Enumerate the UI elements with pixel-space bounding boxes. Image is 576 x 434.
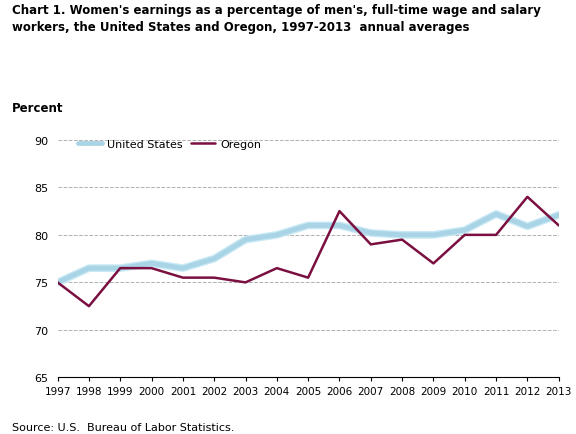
Legend: United States, Oregon: United States, Oregon — [73, 135, 266, 154]
Oregon — [399, 237, 406, 243]
United States — [305, 223, 312, 228]
Oregon — [524, 195, 531, 200]
United States — [367, 231, 374, 236]
Text: Source: U.S.  Bureau of Labor Statistics.: Source: U.S. Bureau of Labor Statistics. — [12, 422, 234, 432]
Oregon — [274, 266, 281, 271]
United States — [274, 233, 281, 238]
United States — [211, 256, 218, 262]
Oregon — [117, 266, 124, 271]
United States — [555, 213, 562, 218]
Oregon — [492, 233, 499, 238]
Oregon — [305, 276, 312, 281]
Oregon — [54, 280, 61, 285]
United States — [430, 233, 437, 238]
Oregon — [336, 209, 343, 214]
Text: Percent: Percent — [12, 102, 63, 115]
United States — [399, 233, 406, 238]
Text: Chart 1. Women's earnings as a percentage of men's, full-time wage and salary
wo: Chart 1. Women's earnings as a percentag… — [12, 4, 540, 34]
Oregon — [461, 233, 468, 238]
United States — [524, 224, 531, 230]
United States — [54, 280, 61, 285]
United States — [117, 266, 124, 271]
Line: United States: United States — [58, 214, 559, 283]
United States — [242, 237, 249, 243]
Oregon — [179, 276, 186, 281]
Line: Oregon: Oregon — [58, 197, 559, 306]
Oregon — [85, 304, 92, 309]
Oregon — [242, 280, 249, 285]
Oregon — [430, 261, 437, 266]
United States — [179, 266, 186, 271]
United States — [148, 261, 155, 266]
Oregon — [148, 266, 155, 271]
United States — [492, 212, 499, 217]
United States — [85, 266, 92, 271]
Oregon — [555, 223, 562, 228]
United States — [336, 223, 343, 228]
United States — [461, 228, 468, 233]
Oregon — [211, 276, 218, 281]
Oregon — [367, 242, 374, 247]
